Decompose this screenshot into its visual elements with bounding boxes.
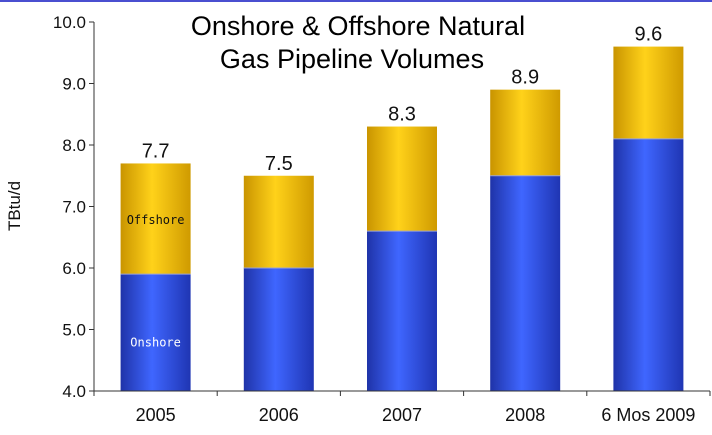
x-tick-label: 2007	[382, 405, 422, 425]
chart-title-line-2: Gas Pipeline Volumes	[220, 44, 484, 74]
segment-label-offshore: Offshore	[127, 213, 185, 227]
x-tick-label: 6 Mos 2009	[601, 405, 695, 425]
bar-onshore	[243, 268, 314, 391]
bar-onshore	[120, 274, 191, 391]
x-tick-label: 2008	[505, 405, 545, 425]
bar-offshore	[613, 46, 684, 139]
bar-onshore	[367, 231, 437, 391]
bar-offshore	[120, 163, 191, 275]
chart-title: Onshore & Offshore Natural Gas Pipeline …	[191, 11, 525, 74]
y-tick-label: 10.0	[53, 13, 86, 32]
bar-total-label: 9.6	[634, 24, 662, 46]
y-tick-label: 7.0	[62, 198, 86, 217]
bar-total-label: 7.7	[142, 140, 170, 162]
x-tick-label: 2006	[259, 405, 299, 425]
chart-title-line-1: Onshore & Offshore Natural	[191, 11, 525, 41]
y-tick-label: 9.0	[62, 75, 86, 94]
bar-total-label: 7.5	[265, 153, 293, 175]
y-tick-label: 4.0	[62, 382, 86, 401]
x-tick-label: 2005	[136, 405, 176, 425]
y-axis-title: TBtu/d	[5, 181, 24, 231]
bar-offshore	[243, 175, 314, 268]
segment-label-onshore: Onshore	[130, 336, 181, 350]
x-axis: 2005 2006 2007 2008 6 Mos 2009	[93, 391, 711, 425]
y-axis: 4.0 5.0 6.0 7.0 8.0 9.0 10.0	[53, 13, 94, 401]
y-tick-label: 8.0	[62, 136, 86, 155]
y-tick-label: 6.0	[62, 259, 86, 278]
y-tick-label: 5.0	[62, 321, 86, 340]
bar-onshore	[490, 175, 561, 391]
bar-offshore	[490, 89, 561, 176]
bar-offshore	[367, 126, 437, 232]
bar-total-label: 8.9	[511, 67, 539, 89]
bar-onshore	[613, 138, 684, 391]
bar-total-label: 8.3	[388, 104, 416, 126]
bars: 7.7 Offshore Onshore 7.5 8.3 8.9 9.6	[120, 24, 684, 391]
